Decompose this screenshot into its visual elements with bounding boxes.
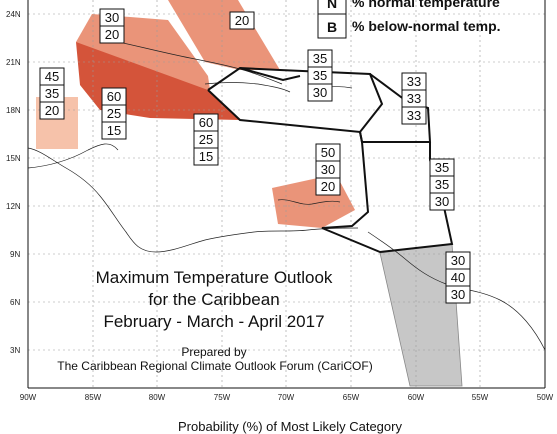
zone-value-box <box>445 285 471 304</box>
zone-value-normal: 25 <box>199 132 213 147</box>
legend-n-text: % normal temperature <box>352 0 500 10</box>
zone-value-box <box>101 121 127 140</box>
y-tick-label: 21N <box>6 58 21 67</box>
zone-value-box <box>99 25 125 44</box>
y-tick-label: 3N <box>10 346 20 355</box>
zone-value-normal: 35 <box>435 177 449 192</box>
zone-value-below: 15 <box>107 123 121 138</box>
prepared-by-label: Prepared by <box>181 345 247 359</box>
y-tick-label: 6N <box>10 298 20 307</box>
x-tick-label: 85W <box>85 393 102 402</box>
zone-value-above: 50 <box>321 145 335 160</box>
forum-label: The Caribbean Regional Climate Outlook F… <box>57 359 373 373</box>
zone-value-box <box>315 177 341 196</box>
zone-value-normal: 35 <box>313 68 327 83</box>
y-tick-label: 9N <box>10 250 20 259</box>
zone-value-box <box>39 101 65 120</box>
x-tick-label: 50W <box>537 393 554 402</box>
x-tick-label: 90W <box>20 393 37 402</box>
legend-b-text: % below-normal temp. <box>352 18 501 34</box>
zone-value-below: 20 <box>235 13 249 28</box>
zone-value-normal: 25 <box>107 106 121 121</box>
zone-value-below: 33 <box>407 108 421 123</box>
x-tick-label: 65W <box>343 393 360 402</box>
zone-value-box <box>401 106 427 125</box>
x-tick-label: 55W <box>472 393 489 402</box>
zone-value-normal: 35 <box>45 86 59 101</box>
zone-value-above: 60 <box>107 89 121 104</box>
zone-value-normal: 30 <box>105 10 119 25</box>
zone-value-below: 30 <box>451 287 465 302</box>
zone-value-normal: 30 <box>321 162 335 177</box>
zone-value-normal: 40 <box>451 270 465 285</box>
zone-value-above: 33 <box>407 74 421 89</box>
zone-value-normal: 33 <box>407 91 421 106</box>
zone-value-box <box>193 147 219 166</box>
y-tick-label: 24N <box>6 10 21 19</box>
zone-value-below: 20 <box>45 103 59 118</box>
zone-value-below: 20 <box>321 179 335 194</box>
x-tick-label: 75W <box>214 393 231 402</box>
x-tick-label: 80W <box>149 393 166 402</box>
zone-value-box <box>307 83 333 102</box>
zone-value-below: 30 <box>435 194 449 209</box>
legend: N % normal temperature B % below-normal … <box>317 0 501 39</box>
zone-value-box <box>229 11 255 30</box>
zone-value-below: 20 <box>105 27 119 42</box>
map-frame <box>27 0 546 389</box>
x-tick-label: 70W <box>278 393 295 402</box>
zone-value-above: 60 <box>199 115 213 130</box>
cuba-east-region <box>168 0 280 70</box>
zone-value-above: 45 <box>45 69 59 84</box>
map-title-line3: February - March - April 2017 <box>103 312 325 331</box>
legend-b-letter: B <box>327 19 337 35</box>
zone-value-above: 35 <box>313 51 327 66</box>
zone-value-below: 15 <box>199 149 213 164</box>
zone-value-above: 35 <box>435 160 449 175</box>
y-tick-label: 15N <box>6 154 21 163</box>
legend-n-letter: N <box>327 0 337 11</box>
map-title-line2: for the Caribbean <box>148 290 280 309</box>
x-tick-label: 60W <box>408 393 425 402</box>
zone-value-above: 30 <box>451 253 465 268</box>
zone-value-below: 30 <box>313 85 327 100</box>
y-tick-label: 18N <box>6 106 21 115</box>
bottom-caption: Probability (%) of Most Likely Category <box>178 419 402 434</box>
y-tick-label: 12N <box>6 202 21 211</box>
zone-value-box <box>429 192 455 211</box>
map-title-line1: Maximum Temperature Outlook <box>95 268 333 287</box>
